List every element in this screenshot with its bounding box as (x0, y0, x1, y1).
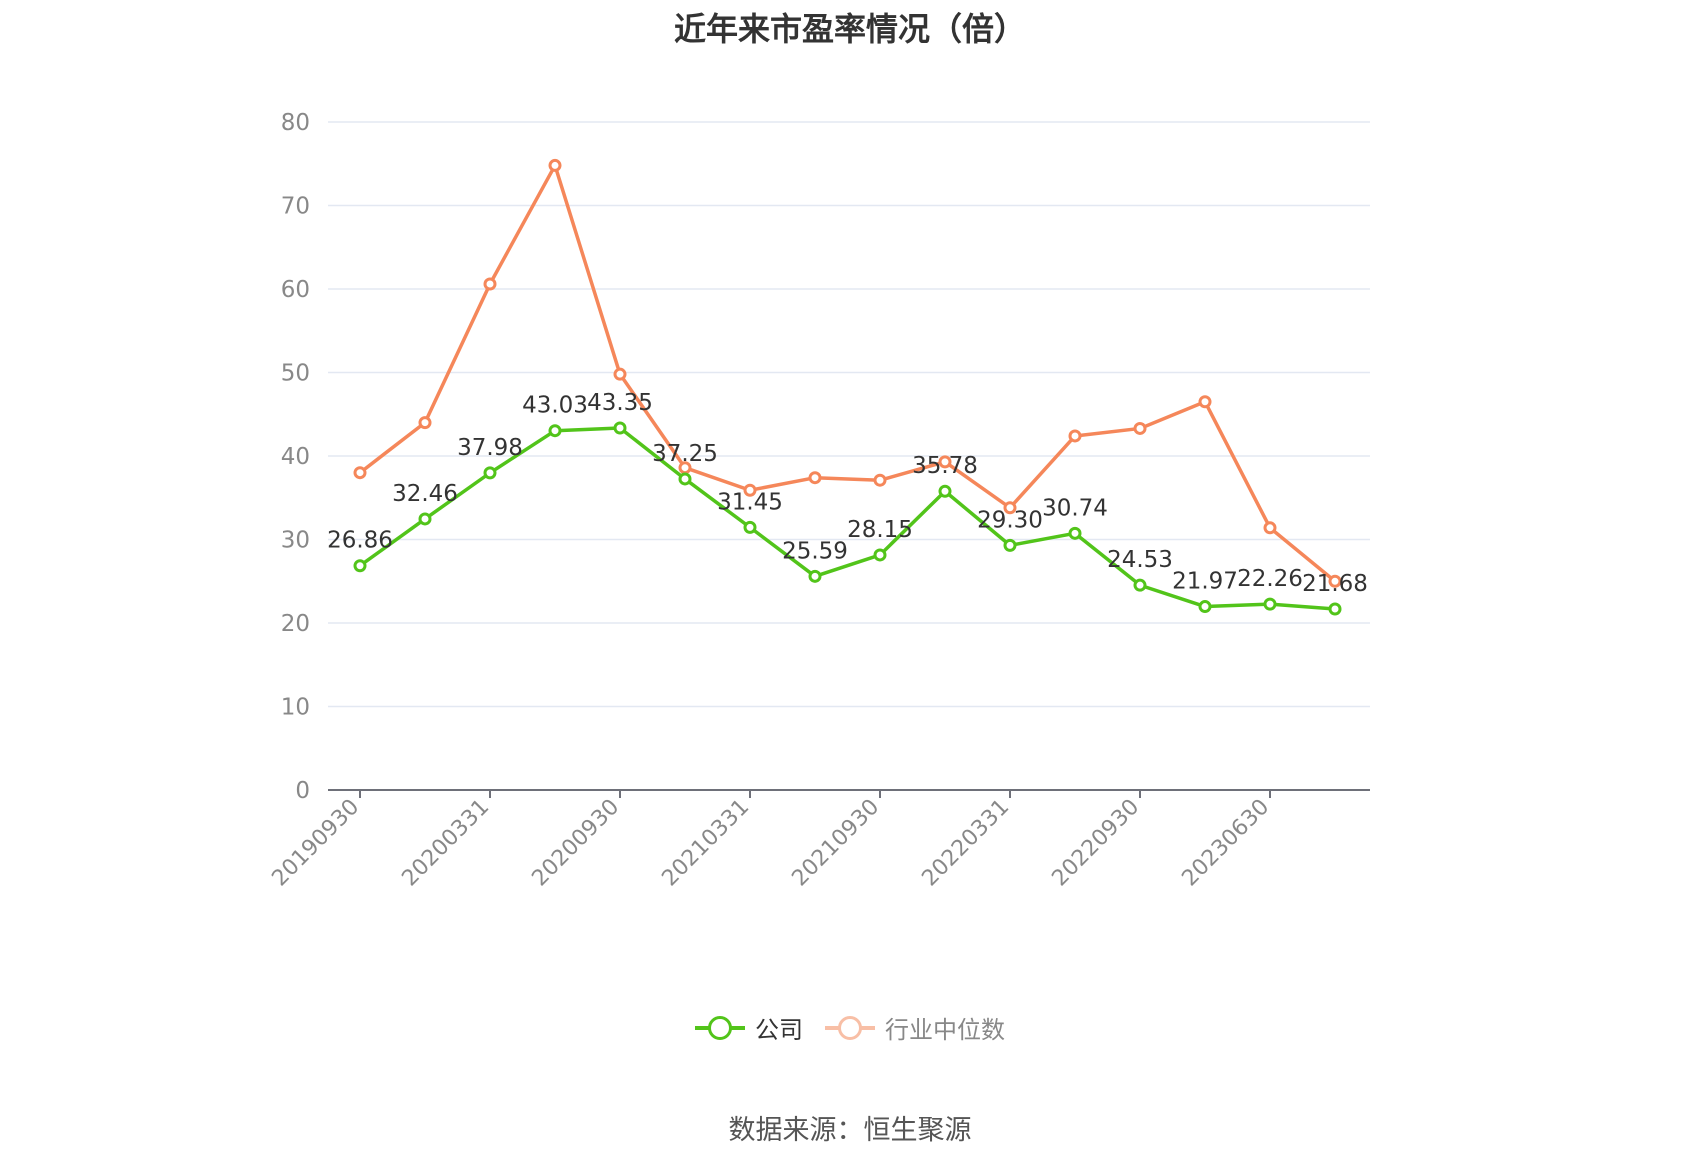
industry-median-point (808, 471, 822, 485)
company-point (353, 559, 367, 573)
company-data-label: 25.59 (782, 538, 848, 564)
company-data-label: 35.78 (912, 453, 978, 479)
x-tick-label: 20220930 (1047, 795, 1144, 892)
grid-layer (328, 121, 1370, 708)
company-data-label: 31.45 (717, 489, 783, 515)
company-data-label: 28.15 (847, 517, 913, 543)
industry-median-series-line (358, 163, 1337, 583)
company-data-label: 29.30 (977, 507, 1043, 533)
company-data-label: 26.86 (327, 528, 393, 554)
industry-median-point (418, 416, 432, 430)
y-tick-label: 70 (281, 194, 310, 220)
industry-median-point (1068, 429, 1082, 443)
legend-item-company[interactable]: 公司 (695, 1010, 803, 1045)
legend: 公司 行业中位数 (0, 1010, 1700, 1045)
y-tick-label: 20 (281, 611, 310, 637)
x-tick-label: 20230630 (1177, 795, 1274, 892)
company-data-label: 30.74 (1042, 495, 1108, 521)
industry-median-point (743, 483, 757, 497)
industry-median-point (1263, 521, 1277, 535)
company-point (1133, 578, 1147, 592)
company-point (743, 520, 757, 534)
company-data-label: 21.68 (1302, 571, 1368, 597)
y-tick-label: 60 (281, 277, 310, 303)
company-point (1263, 597, 1277, 611)
company-point (613, 421, 627, 435)
legend-company-label: 公司 (755, 1016, 803, 1044)
company-point (1003, 538, 1017, 552)
company-data-label: 43.35 (587, 390, 653, 416)
company-point (1198, 600, 1212, 614)
x-tick-label: 20210930 (787, 795, 884, 892)
data-source-note: 数据来源：恒生聚源 (728, 1115, 972, 1146)
industry-median-point (873, 473, 887, 487)
industry-median-point (938, 455, 952, 469)
industry-median-point (1198, 395, 1212, 409)
y-tick-label: 50 (281, 361, 310, 387)
company-data-label: 43.03 (522, 393, 588, 419)
legend-company-marker-icon (695, 1015, 745, 1040)
company-point (483, 466, 497, 480)
legend-industry-marker-icon (825, 1015, 875, 1040)
industry-median-point (353, 466, 367, 480)
company-point (873, 548, 887, 562)
industry-median-point (613, 367, 627, 381)
company-data-label: 21.97 (1172, 569, 1238, 595)
y-tick-label: 0 (295, 778, 310, 804)
company-point (938, 484, 952, 498)
industry-median-point (1328, 574, 1342, 588)
industry-median-point (548, 158, 562, 172)
x-tick-label: 20210331 (657, 795, 754, 892)
series-layer (353, 158, 1342, 616)
company-point (418, 512, 432, 526)
x-tick-label: 20200930 (527, 795, 624, 892)
x-tick-label: 20190930 (267, 795, 364, 892)
y-tick-label: 30 (281, 528, 310, 554)
y-tick-label: 80 (281, 110, 310, 136)
y-tick-label: 40 (281, 444, 310, 470)
industry-median-point (1003, 501, 1017, 515)
company-data-label: 22.26 (1237, 566, 1303, 592)
chart-title: 近年来市盈率情况（倍） (673, 10, 1026, 48)
company-point (1328, 602, 1342, 616)
company-series-line (358, 426, 1336, 611)
company-data-label: 32.46 (392, 481, 458, 507)
company-point (678, 472, 692, 486)
company-data-label: 37.98 (457, 435, 523, 461)
company-point (548, 424, 562, 438)
legend-item-industry-median[interactable]: 行业中位数 (825, 1010, 1005, 1045)
legend-industry-label: 行业中位数 (885, 1016, 1005, 1044)
y-tick-label: 10 (281, 695, 310, 721)
x-tick-label: 20200331 (397, 795, 494, 892)
x-tick-label: 20220331 (917, 795, 1014, 892)
company-point (1068, 526, 1082, 540)
company-data-label: 37.25 (652, 441, 718, 467)
industry-median-point (483, 277, 497, 291)
data-label-layer: 26.86 32.46 37.98 43.03 43.35 37.25 31.45 25.59… (327, 390, 1368, 597)
company-data-label: 24.53 (1107, 547, 1173, 573)
company-point (808, 569, 822, 583)
industry-median-point (1133, 421, 1147, 435)
